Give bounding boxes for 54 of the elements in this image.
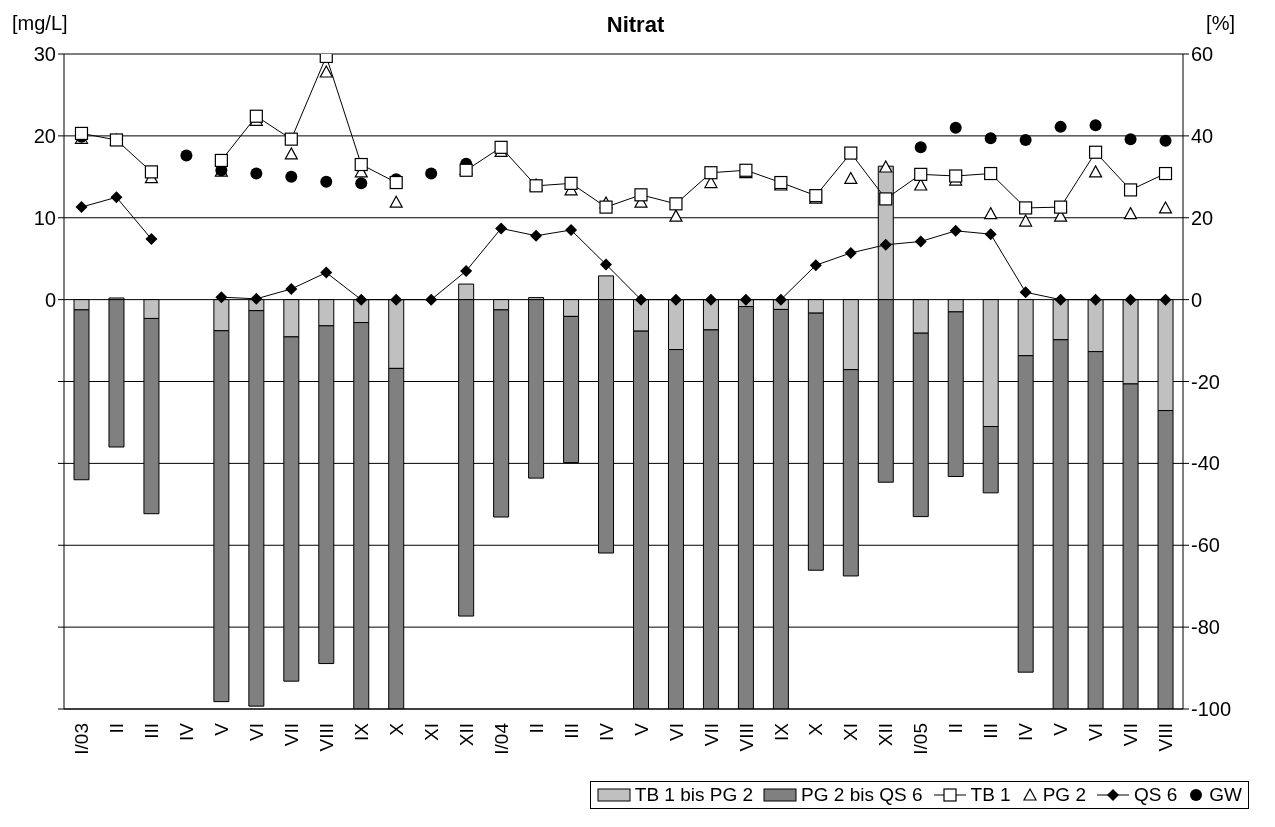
y2-tick-label: 0 xyxy=(1191,288,1203,311)
x-tick-label: XII xyxy=(455,723,477,747)
y2-tick-label: -100 xyxy=(1191,698,1232,721)
x-tick-label: III xyxy=(141,723,163,739)
x-tick-label: II xyxy=(945,723,967,734)
legend-label: TB 1 xyxy=(970,784,1011,806)
legend-label: TB 1 bis PG 2 xyxy=(634,784,754,806)
x-tick-label: IX xyxy=(350,722,372,741)
x-tick-label: VI xyxy=(245,723,267,741)
x-tick-label: IV xyxy=(1015,722,1037,741)
x-tick-label: VIII xyxy=(735,723,757,752)
x-tick-label: IV xyxy=(595,722,617,741)
x-tick-label: VII xyxy=(280,723,302,747)
chart-title: Nitrat xyxy=(606,12,665,37)
y-axis-title: [mg/L] xyxy=(12,12,68,35)
x-tick-label: IX xyxy=(770,722,792,741)
y2-tick-label: 60 xyxy=(1191,43,1214,66)
y2-axis-title: [%] xyxy=(1206,12,1235,35)
x-tick-label: VI xyxy=(665,723,687,741)
x-tick-label: II xyxy=(106,723,128,734)
x-tick-label: XI xyxy=(420,723,442,741)
x-tick-label: VIII xyxy=(1155,723,1177,752)
legend-label: GW xyxy=(1209,784,1242,806)
y-tick-label: 0 xyxy=(44,288,56,311)
x-tick-label: XI xyxy=(840,723,862,741)
y2-tick-label: -40 xyxy=(1191,452,1220,475)
x-tick-label: I/03 xyxy=(71,723,93,755)
y2-tick-label: 40 xyxy=(1191,124,1214,147)
y2-tick-label: -60 xyxy=(1191,534,1220,557)
x-tick-label: VI xyxy=(1085,723,1107,741)
x-tick-label: III xyxy=(560,723,582,739)
x-tick-label: X xyxy=(385,722,407,736)
x-tick-label: I/05 xyxy=(910,723,932,755)
x-tick-label: VIII xyxy=(315,723,337,752)
legend-label: PG 2 xyxy=(1042,784,1086,806)
legend-label: PG 2 bis QS 6 xyxy=(801,784,923,806)
x-tick-label: V xyxy=(211,722,233,736)
x-tick-label: III xyxy=(980,723,1002,739)
y2-tick-label: -20 xyxy=(1191,370,1220,393)
y-tick-label: 30 xyxy=(33,43,56,66)
legend-label: QS 6 xyxy=(1133,784,1178,806)
y2-tick-label: 20 xyxy=(1191,206,1214,229)
x-tick-label: X xyxy=(805,722,827,736)
y2-tick-label: -80 xyxy=(1191,616,1220,639)
x-tick-label: IV xyxy=(176,722,198,741)
y-tick-label: 20 xyxy=(33,124,56,147)
x-tick-label: I/04 xyxy=(490,722,512,755)
x-tick-label: V xyxy=(630,722,652,736)
x-tick-label: VII xyxy=(1120,723,1142,747)
x-tick-label: VII xyxy=(700,723,722,747)
y-tick-label: 10 xyxy=(33,206,56,229)
x-tick-label: II xyxy=(525,723,547,734)
x-tick-label: XII xyxy=(875,723,897,747)
x-tick-label: V xyxy=(1050,722,1072,736)
